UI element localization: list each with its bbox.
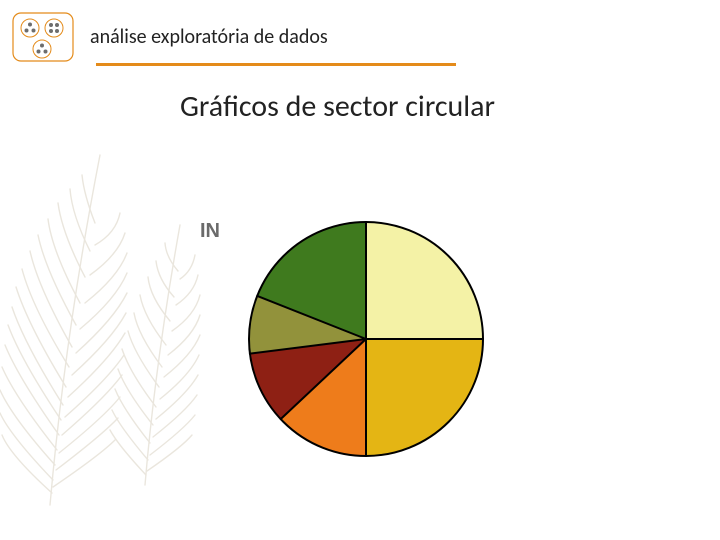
chart-label: IN (200, 220, 220, 243)
page-title: Gráficos de sector circular (180, 88, 495, 125)
page-subtitle: análise exploratória de dados (90, 25, 328, 49)
pie-chart (248, 221, 484, 457)
logo-icon (12, 12, 74, 62)
header-underline (96, 63, 456, 66)
feather-decoration (0, 135, 240, 515)
